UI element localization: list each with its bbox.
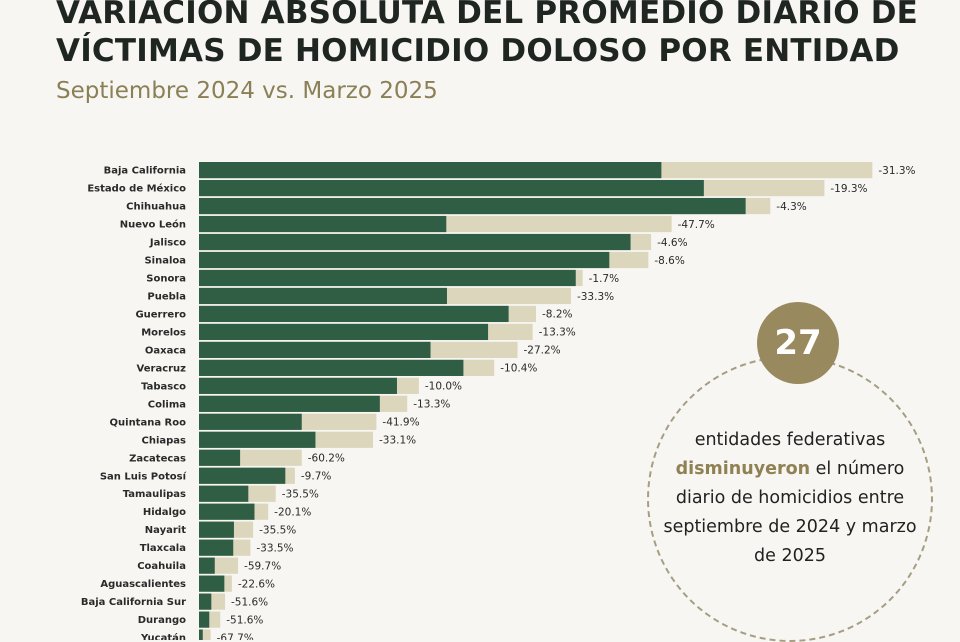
bar-marzo [199, 593, 212, 610]
bar-septiembre [199, 629, 211, 640]
bar-marzo [199, 557, 215, 574]
category-label: Hidalgo [143, 507, 186, 518]
bar-marzo [199, 611, 210, 628]
percent-label: -35.5% [259, 525, 296, 537]
bar-marzo [199, 233, 631, 251]
category-label: Tabasco [141, 381, 186, 392]
percent-label: -33.1% [379, 435, 416, 447]
bar-marzo [199, 323, 489, 341]
bar-marzo [199, 431, 316, 448]
percent-label: -67.7% [217, 632, 254, 640]
category-label: Quintana Roo [110, 417, 187, 428]
category-label: Veracruz [137, 363, 187, 374]
bar-marzo [199, 179, 704, 197]
percent-label: -33.3% [577, 291, 614, 303]
category-label: Durango [138, 615, 186, 626]
percent-label: -27.2% [524, 345, 561, 357]
percent-label: -19.3% [830, 183, 867, 195]
bar-marzo [199, 485, 249, 502]
title-line-1: VARIACIÓN ABSOLUTA DEL PROMEDIO DIARIO D… [56, 0, 919, 31]
percent-label: -31.3% [878, 165, 915, 177]
title-line-2: VÍCTIMAS DE HOMICIDIO DOLOSO POR ENTIDAD [56, 33, 900, 69]
bar-marzo [199, 162, 662, 179]
percent-label: -60.2% [308, 453, 345, 465]
bar-marzo [199, 377, 397, 394]
category-label: Coahuila [137, 561, 186, 572]
percent-label: -20.1% [274, 507, 311, 519]
bar-marzo [199, 629, 203, 640]
category-label: Tlaxcala [140, 543, 186, 554]
percent-label: -47.7% [678, 219, 715, 231]
callout-line-1: entidades federativas [694, 430, 886, 450]
bar-marzo [199, 467, 286, 484]
category-label: Estado de México [87, 183, 186, 195]
bar-marzo [199, 287, 447, 305]
bar-marzo [199, 521, 234, 538]
category-label: Zacatecas [129, 453, 186, 464]
category-label: Aguascalientes [100, 579, 186, 590]
bar-marzo [199, 449, 241, 466]
category-label: Puebla [147, 291, 186, 302]
bar-marzo [199, 341, 431, 358]
bar-marzo [199, 269, 576, 287]
bar-marzo [199, 251, 610, 269]
percent-label: -51.6% [231, 596, 268, 608]
percent-label: -13.3% [413, 399, 450, 411]
category-label: Baja California [104, 166, 186, 177]
percent-label: -35.5% [282, 489, 319, 501]
chart-title: VARIACIÓN ABSOLUTA DEL PROMEDIO DIARIO D… [56, 0, 956, 70]
bar-marzo [199, 197, 746, 215]
bar-marzo [199, 395, 380, 412]
percent-label: -10.4% [500, 363, 537, 375]
bar-marzo [199, 575, 225, 592]
category-label: Sinaloa [144, 256, 186, 267]
category-label: San Luis Potosí [100, 470, 187, 482]
bar-marzo [199, 305, 509, 323]
percent-label: -8.6% [654, 255, 684, 267]
category-label: Nayarit [145, 525, 186, 536]
percent-label: -59.7% [244, 560, 281, 572]
percent-label: -4.6% [657, 237, 687, 249]
bar-marzo [199, 215, 447, 233]
category-label: Yucatán [140, 632, 186, 640]
callout-text: entidades federativas disminuyeron el nú… [655, 426, 925, 571]
percent-label: -1.7% [589, 273, 619, 285]
bar-marzo [199, 503, 255, 520]
category-label: Tamaulipas [123, 489, 186, 500]
category-label: Oaxaca [145, 345, 186, 356]
percent-label: -10.0% [425, 381, 462, 393]
bar-marzo [199, 359, 464, 376]
percent-label: -4.3% [776, 201, 806, 213]
percent-label: -33.5% [256, 542, 293, 554]
percent-label: -51.6% [226, 614, 263, 626]
count-badge: 27 [757, 302, 839, 384]
category-label: Baja California Sur [81, 597, 186, 608]
category-label: Sonora [146, 273, 186, 284]
category-label: Chihuahua [126, 202, 186, 213]
category-label: Colima [148, 399, 186, 410]
category-label: Chiapas [142, 435, 187, 446]
callout-rest: el número diario de homicidios entre sep… [663, 459, 917, 566]
bar-marzo [199, 539, 234, 556]
percent-label: -22.6% [238, 578, 275, 590]
bar-marzo [199, 413, 302, 430]
percent-label: -8.2% [542, 309, 572, 321]
chart-subtitle: Septiembre 2024 vs. Marzo 2025 [56, 78, 438, 104]
percent-label: -41.9% [382, 417, 419, 429]
category-label: Morelos [141, 327, 186, 338]
category-label: Guerrero [135, 309, 186, 320]
percent-label: -13.3% [539, 327, 576, 339]
percent-label: -9.7% [301, 471, 331, 483]
category-label: Nuevo León [120, 219, 186, 231]
callout-highlight: disminuyeron [675, 459, 811, 479]
category-label: Jalisco [149, 238, 186, 249]
